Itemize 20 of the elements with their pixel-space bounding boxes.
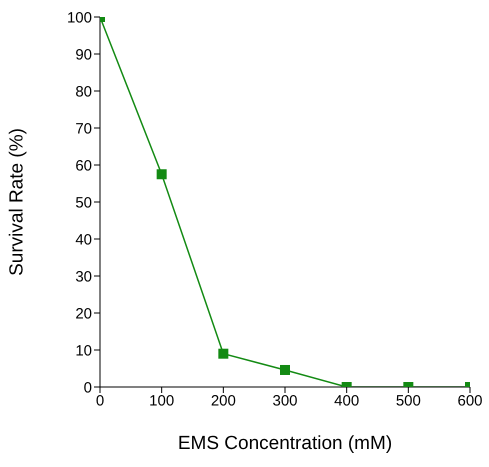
- y-tick-label: 10: [75, 342, 92, 360]
- x-axis-title: EMS Concentration (mM): [178, 433, 392, 454]
- x-tick-label: 600: [457, 392, 483, 410]
- y-tick-label: 70: [75, 120, 92, 138]
- x-tick-label: 100: [149, 392, 174, 410]
- y-tick-label: 40: [75, 231, 92, 248]
- y-tick-label: 50: [75, 194, 92, 212]
- x-tick-label: 500: [396, 392, 421, 410]
- x-tick-label: 300: [272, 392, 298, 410]
- x-tick-label: 200: [210, 392, 236, 410]
- y-tick-label: 80: [75, 83, 92, 100]
- y-tick-label: 30: [75, 268, 92, 286]
- y-tick-label: 20: [75, 305, 92, 322]
- y-tick-label: 0: [84, 379, 92, 396]
- x-tick-label: 0: [96, 392, 104, 410]
- y-tick-label: 90: [75, 46, 92, 64]
- y-tick-label: 100: [66, 9, 92, 26]
- x-tick-label: 400: [334, 392, 360, 410]
- y-axis-title: Survival Rate (%): [6, 128, 28, 276]
- y-tick-label: 60: [75, 157, 92, 174]
